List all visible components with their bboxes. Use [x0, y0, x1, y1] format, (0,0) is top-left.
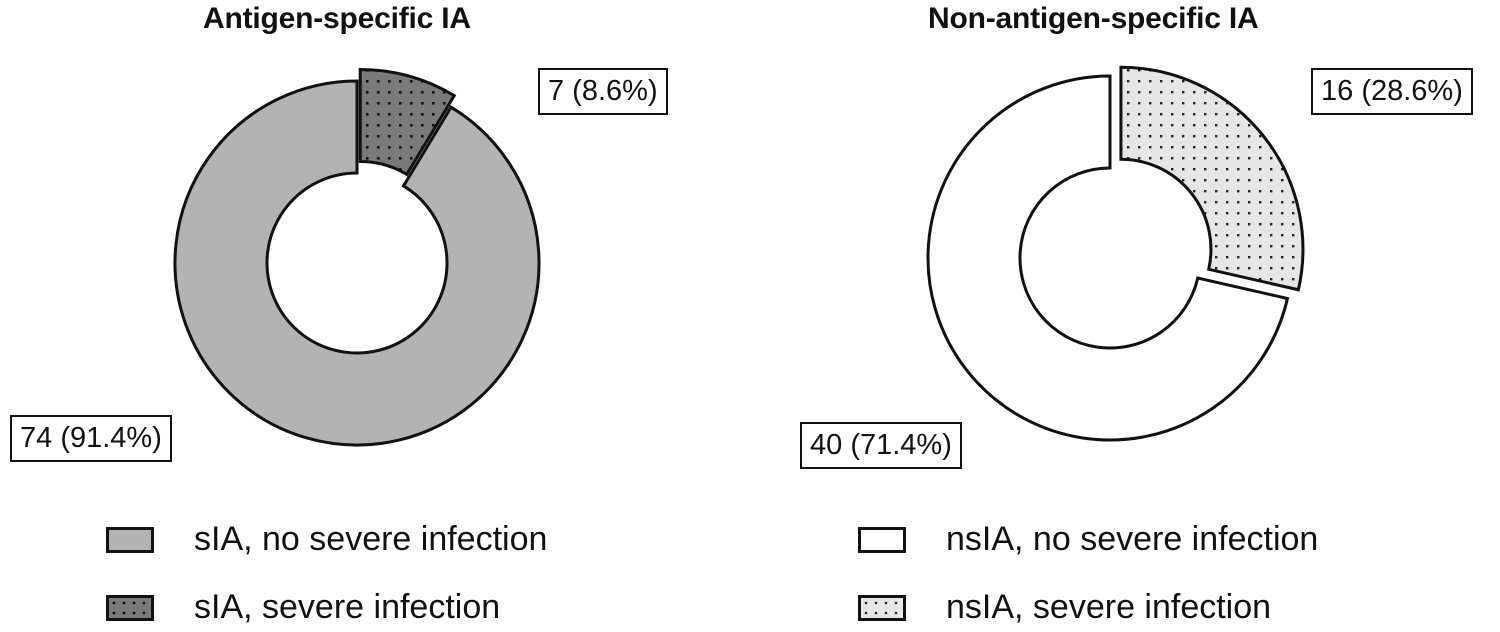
chart-panel-non-antigen-specific: Non-antigen-specific IA 16 (28.6%) 40 (7… — [750, 0, 1500, 632]
donut-chart-antigen-specific — [173, 67, 541, 447]
donut-chart-non-antigen-specific — [926, 65, 1305, 442]
slice-label-no-severe: 74 (91.4%) — [10, 415, 172, 463]
legend-item-sia-no-severe: sIA, no severe infection — [106, 520, 547, 559]
legend-item-nsia-severe: nsIA, severe infection — [858, 588, 1271, 627]
legend-swatch — [858, 594, 906, 621]
legend-item-sia-severe: sIA, severe infection — [106, 588, 500, 627]
chart-title: Non-antigen-specific IA — [928, 2, 1259, 35]
slice-label-severe: 7 (8.6%) — [538, 68, 668, 116]
chart-title: Antigen-specific IA — [203, 2, 471, 35]
legend-label: sIA, severe infection — [194, 588, 501, 626]
legend-swatch — [106, 594, 154, 621]
donut-slice-no-severe — [926, 74, 1290, 442]
legend-swatch — [858, 526, 906, 553]
legend-swatch — [106, 526, 154, 553]
slice-label-no-severe: 40 (71.4%) — [800, 422, 962, 470]
donut-slice-severe — [358, 67, 457, 177]
slice-label-severe: 16 (28.6%) — [1311, 68, 1473, 116]
legend-label: nsIA, no severe infection — [946, 520, 1319, 558]
legend-item-nsia-no-severe: nsIA, no severe infection — [858, 520, 1318, 559]
donut-slice-severe — [1119, 65, 1305, 292]
legend-label: sIA, no severe infection — [194, 520, 548, 558]
donut-slice-no-severe — [173, 79, 541, 447]
legend-label: nsIA, severe infection — [946, 588, 1272, 626]
chart-panel-antigen-specific: Antigen-specific IA 7 (8.6%) 74 (91.4%) … — [10, 2, 668, 627]
